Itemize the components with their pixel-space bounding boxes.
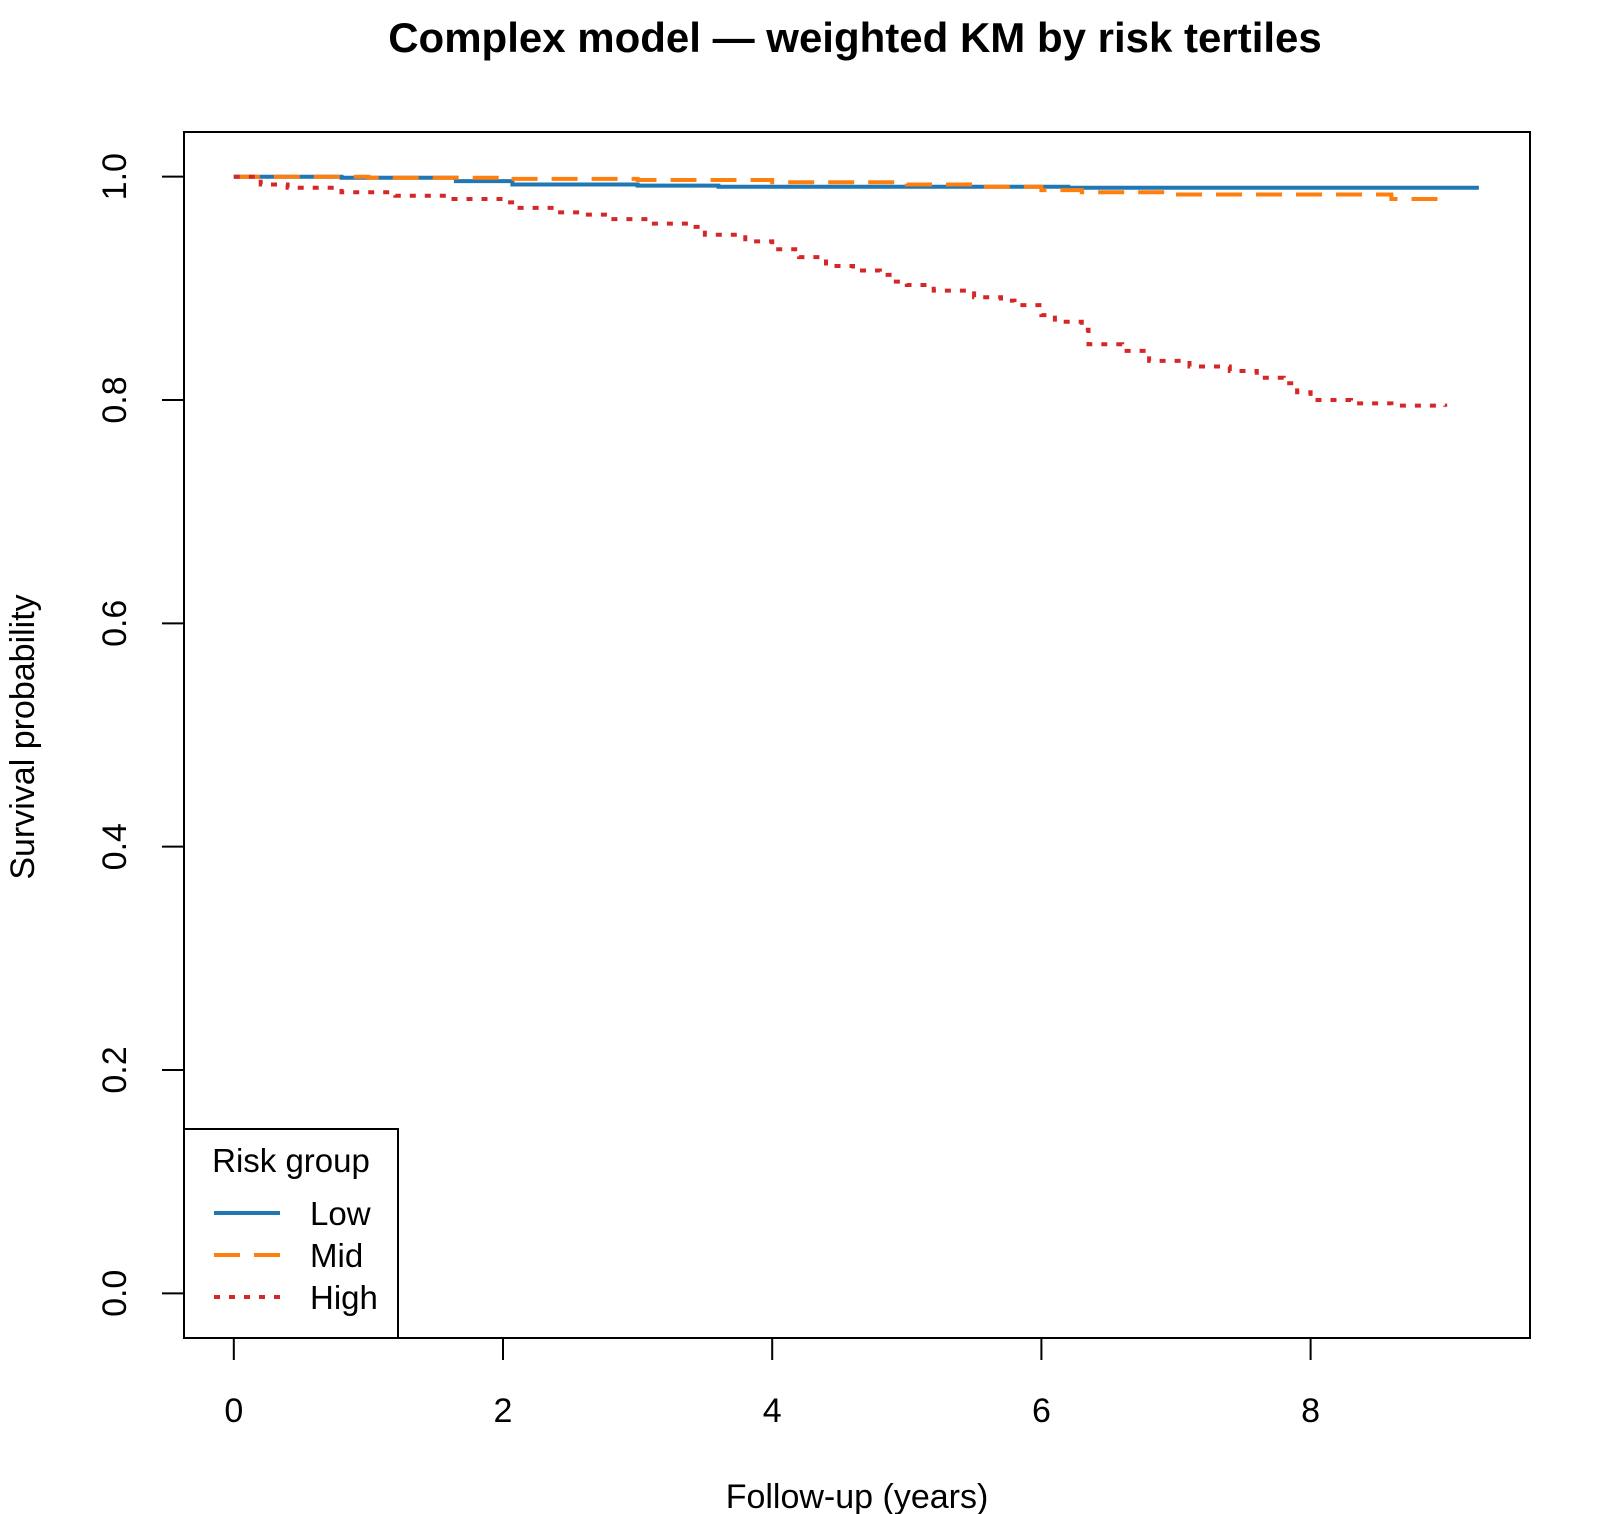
y-tick-label: 0.8 [96, 376, 134, 423]
y-tick-label: 0.6 [96, 600, 134, 647]
x-tick-label: 4 [763, 1392, 782, 1430]
x-axis: 0 2 4 6 8 [224, 1337, 1320, 1430]
y-tick-label: 0.0 [96, 1270, 134, 1317]
y-axis: 0.0 0.2 0.4 0.6 0.8 1.0 [96, 153, 185, 1317]
legend-items: Low Mid High [214, 1195, 378, 1316]
legend-title: Risk group [212, 1142, 370, 1179]
x-tick-label: 2 [494, 1392, 513, 1430]
x-tick-label: 8 [1301, 1392, 1320, 1430]
legend-label-mid: Mid [310, 1237, 363, 1274]
legend: Risk group Low Mid High [183, 1128, 399, 1339]
y-tick-label: 0.2 [96, 1046, 134, 1093]
legend-label-high: High [310, 1279, 378, 1316]
y-tick-label: 0.4 [96, 823, 134, 870]
x-axis-label: Follow-up (years) [726, 1478, 989, 1514]
chart-title: Complex model — weighted KM by risk tert… [388, 14, 1322, 61]
y-axis-label: Survival probability [4, 594, 42, 879]
series-group [233, 174, 1479, 408]
x-tick-label: 0 [224, 1392, 243, 1430]
y-tick-label: 1.0 [96, 153, 134, 200]
legend-box [183, 1128, 399, 1339]
series-line-low [233, 174, 1479, 190]
series-line-high [233, 174, 1448, 408]
legend-label-low: Low [310, 1195, 371, 1232]
x-tick-label: 6 [1032, 1392, 1051, 1430]
